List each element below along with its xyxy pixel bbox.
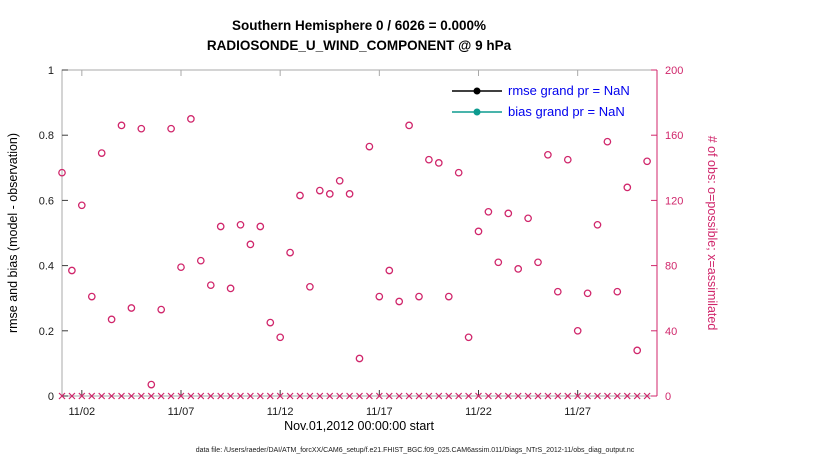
x-tick-label: 11/17 — [366, 406, 393, 418]
y-left-tick-label: 1 — [48, 65, 54, 77]
legend: rmse grand pr = NaN bias grand pr = NaN — [452, 83, 630, 119]
x-tick-label: 11/02 — [68, 406, 95, 418]
legend-marker-rmse — [473, 87, 481, 95]
y-left-tick-label: 0.6 — [39, 195, 54, 207]
y-left-tick-label: 0.8 — [39, 130, 54, 142]
axis-ticks: 11/02 11/07 11/12 11/17 11/22 11/27 0 0 0.2 40 0.4… — [39, 65, 684, 418]
legend-marker-bias — [473, 108, 481, 116]
y-right-tick-label: 40 — [665, 326, 677, 338]
y-right-tick-label: 120 — [665, 195, 683, 207]
y-right-tick-label: 160 — [665, 130, 683, 142]
x-tick-label: 11/27 — [564, 406, 591, 418]
y-axis-right-label: # of obs: o=possible; x=assimilated — [705, 136, 719, 331]
x-axis-label: Nov.01,2012 00:00:00 start — [284, 419, 434, 433]
y-left-tick-label: 0.2 — [39, 326, 54, 338]
x-tick-label: 11/12 — [267, 406, 294, 418]
x-tick-label: 11/07 — [168, 406, 195, 418]
legend-label-bias: bias grand pr = NaN — [508, 104, 625, 119]
y-left-tick-label: 0 — [48, 391, 54, 403]
y-axis-left-label: rmse and bias (model - observation) — [6, 133, 20, 333]
y-right-tick-label: 200 — [665, 65, 683, 77]
legend-label-rmse: rmse grand pr = NaN — [508, 83, 630, 98]
y-right-tick-label: 80 — [665, 261, 677, 273]
chart-subtitle: RADIOSONDE_U_WIND_COMPONENT @ 9 hPa — [207, 38, 512, 53]
y-right-tick-label: 0 — [665, 391, 671, 403]
x-tick-label: 11/22 — [465, 406, 492, 418]
y-left-tick-label: 0.4 — [39, 261, 54, 273]
chart-title: Southern Hemisphere 0 / 6026 = 0.000% — [232, 18, 486, 33]
data-points — [58, 115, 651, 400]
data-file-caption: data file: /Users/raeder/DAI/ATM_forcXX/… — [196, 447, 635, 454]
